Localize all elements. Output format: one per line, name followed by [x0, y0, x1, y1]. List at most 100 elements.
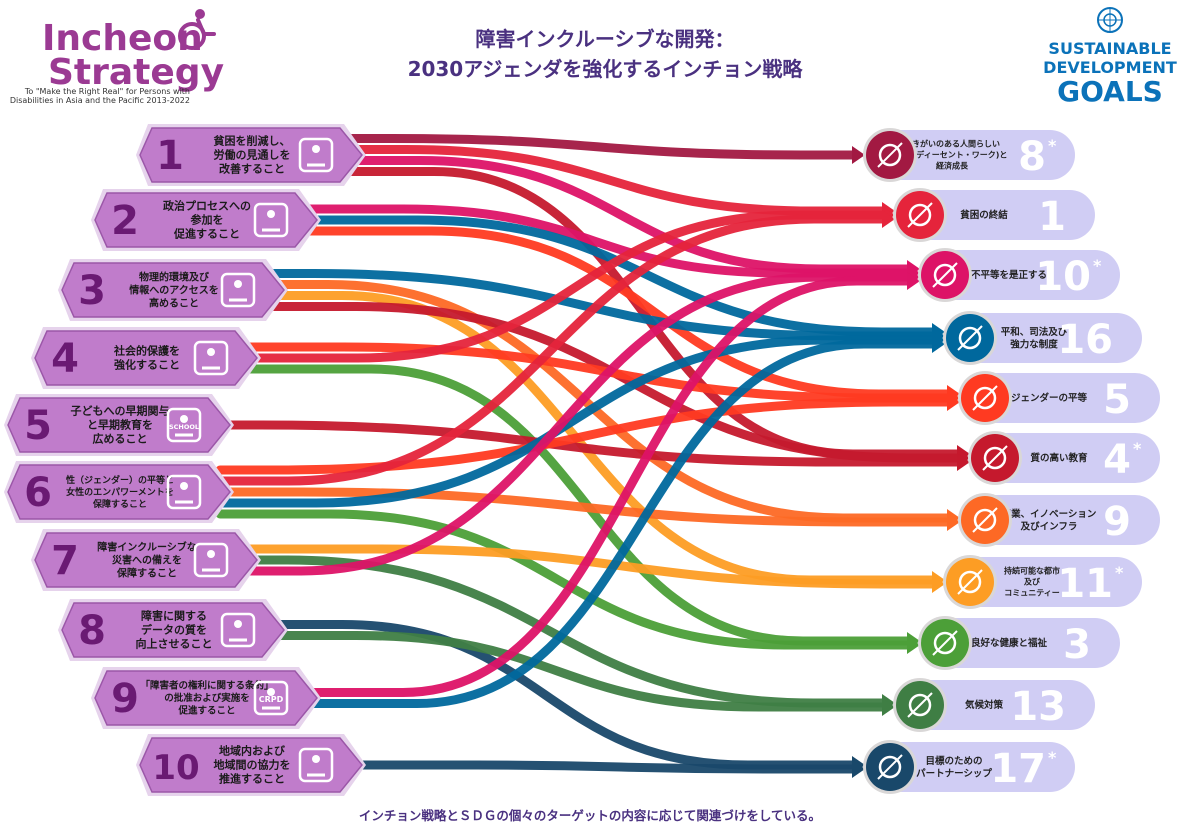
logo-line1: Incheon	[42, 18, 203, 59]
link-arrowhead	[882, 210, 895, 228]
sdg-17-number: 17	[990, 746, 1046, 792]
goal-3-label: 情報へのアクセスを	[129, 283, 219, 296]
goal-5-label: と早期教育を	[87, 418, 153, 432]
goal-8-label: データの質を	[141, 623, 207, 637]
crpd-icon: CRPD	[253, 680, 289, 716]
link-arrowhead	[852, 760, 865, 778]
goal-10-label: 地域内および	[219, 744, 286, 758]
goal-8-number: 8	[78, 608, 106, 654]
sdg-11-bar	[970, 557, 1142, 607]
sdg-13-label: 気候対策	[965, 699, 1004, 711]
goal-3-label: 高めること	[149, 296, 199, 309]
goal-badge	[61, 262, 285, 318]
goal-2-number: 2	[111, 198, 139, 244]
sdg-logo: SUSTAINABLE DEVELOPMENT GOALS	[1043, 7, 1177, 108]
logo-tagline2: Disabilities in Asia and the Pacific 201…	[10, 96, 190, 105]
sdg-17-bar	[890, 742, 1075, 792]
title-line1: 障害インクルーシブな開発：	[476, 27, 735, 51]
un-emblem-icon	[1097, 7, 1123, 33]
sdg-4-bar	[995, 433, 1160, 483]
goal-7-label: 障害インクルーシブな	[97, 540, 197, 553]
sdg-5-label: ジェンダーの平等	[1011, 392, 1088, 404]
sdg-4-label: 質の高い教育	[1030, 452, 1088, 464]
goal-3-number: 3	[78, 268, 106, 314]
heartbeat-icon	[918, 616, 972, 670]
sdg-13-card: 気候対策 13	[920, 680, 1095, 730]
goal-6-label: 女性のエンパワーメントを	[66, 486, 174, 498]
link-arrowhead	[882, 698, 895, 716]
link-arrowhead	[932, 575, 945, 593]
goal-badge	[7, 397, 231, 453]
sdg-1-number: 1	[1038, 194, 1066, 240]
sdg-11-number: 11	[1057, 561, 1113, 607]
goal-9-label: の批准および実施を	[164, 692, 250, 704]
link-goal1-sdg8	[347, 134, 857, 160]
goal-badge	[7, 464, 231, 520]
goal-1-label: 労働の見通しを	[214, 148, 291, 162]
goal-9-icon-label: CRPD	[259, 695, 284, 704]
goal-4-label: 社会的保護を	[113, 344, 180, 358]
city-icon	[943, 555, 997, 609]
sdg-10-bar	[945, 250, 1120, 300]
link-goal6-sdg9	[215, 487, 952, 527]
goal-6-label: 保障すること	[92, 498, 147, 510]
goal-badge	[94, 192, 318, 248]
sdg-5-bar	[985, 373, 1160, 423]
sdg-1-card: 貧困の終結 1	[920, 190, 1095, 240]
goal-7-label: 保障すること	[116, 566, 177, 579]
link-goal8-sdg17	[269, 620, 857, 770]
link-goal6-sdg16	[215, 335, 937, 508]
sdg-8-star: *	[1048, 136, 1057, 155]
sdg-9-label: 産業、イノベーション	[1002, 508, 1097, 520]
bus-access-icon	[220, 272, 256, 308]
goal-5-label: 子どもへの早期関与	[71, 404, 170, 418]
sdg-16-number: 16	[1057, 317, 1113, 363]
family-care-icon	[193, 340, 229, 376]
sdg-10-number: 10	[1035, 254, 1091, 300]
goal-badge	[34, 532, 258, 588]
equality-icon	[918, 248, 972, 302]
goal-badge	[139, 737, 363, 793]
goal-10-number: 10	[152, 748, 199, 788]
sdg-5-card: ジェンダーの平等 5	[985, 373, 1160, 423]
goal-2-label: 政治プロセスへの	[163, 199, 251, 213]
goal-5-label: 広めること	[93, 432, 148, 446]
link-lines	[215, 134, 970, 778]
sdg-logo-line1: SUSTAINABLE	[1048, 39, 1171, 58]
sdg-8-bar	[890, 130, 1075, 180]
sdg-17-star: *	[1048, 748, 1057, 767]
link-goal9-sdg10	[302, 276, 912, 697]
goal-1-label: 改善すること	[219, 162, 285, 176]
link-arrowhead	[947, 513, 960, 531]
sdg-1-label: 貧困の終結	[960, 209, 1008, 221]
goal-3-label: 物理的環境及び	[139, 270, 209, 283]
sdg-9-label: 及びインフラ	[1021, 520, 1078, 532]
sdg-11-label: コミュニティー	[1004, 589, 1060, 598]
book-icon	[968, 431, 1022, 485]
link-arrowhead	[932, 335, 945, 353]
sdg-4-card: 質の高い教育 4 *	[995, 433, 1160, 483]
sdg-8-label: 雇用(ディーセント・ワーク)と	[896, 150, 1008, 160]
incheon-logo: Incheon Strategy To "Make the Right Real…	[10, 9, 224, 105]
sdg-9-number: 9	[1103, 499, 1131, 545]
goal-8-label: 障害に関する	[141, 609, 207, 623]
link-goal7-sdg10	[242, 272, 912, 576]
sdg-16-label: 平和、司法及び	[1001, 326, 1068, 338]
family-icon	[893, 188, 947, 242]
sdg-1-bar	[920, 190, 1095, 240]
link-arrowhead	[907, 272, 920, 290]
data-icon	[220, 612, 256, 648]
link-goal2-sdg10	[302, 204, 912, 278]
sdg-13-bar	[920, 680, 1095, 730]
